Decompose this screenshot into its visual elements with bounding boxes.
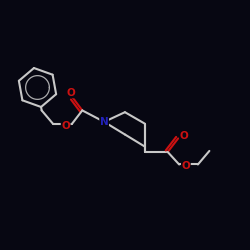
Text: O: O [180, 131, 188, 141]
Text: N: N [100, 117, 108, 127]
Text: O: O [182, 160, 190, 170]
Text: O: O [61, 121, 70, 131]
Text: O: O [66, 88, 75, 98]
